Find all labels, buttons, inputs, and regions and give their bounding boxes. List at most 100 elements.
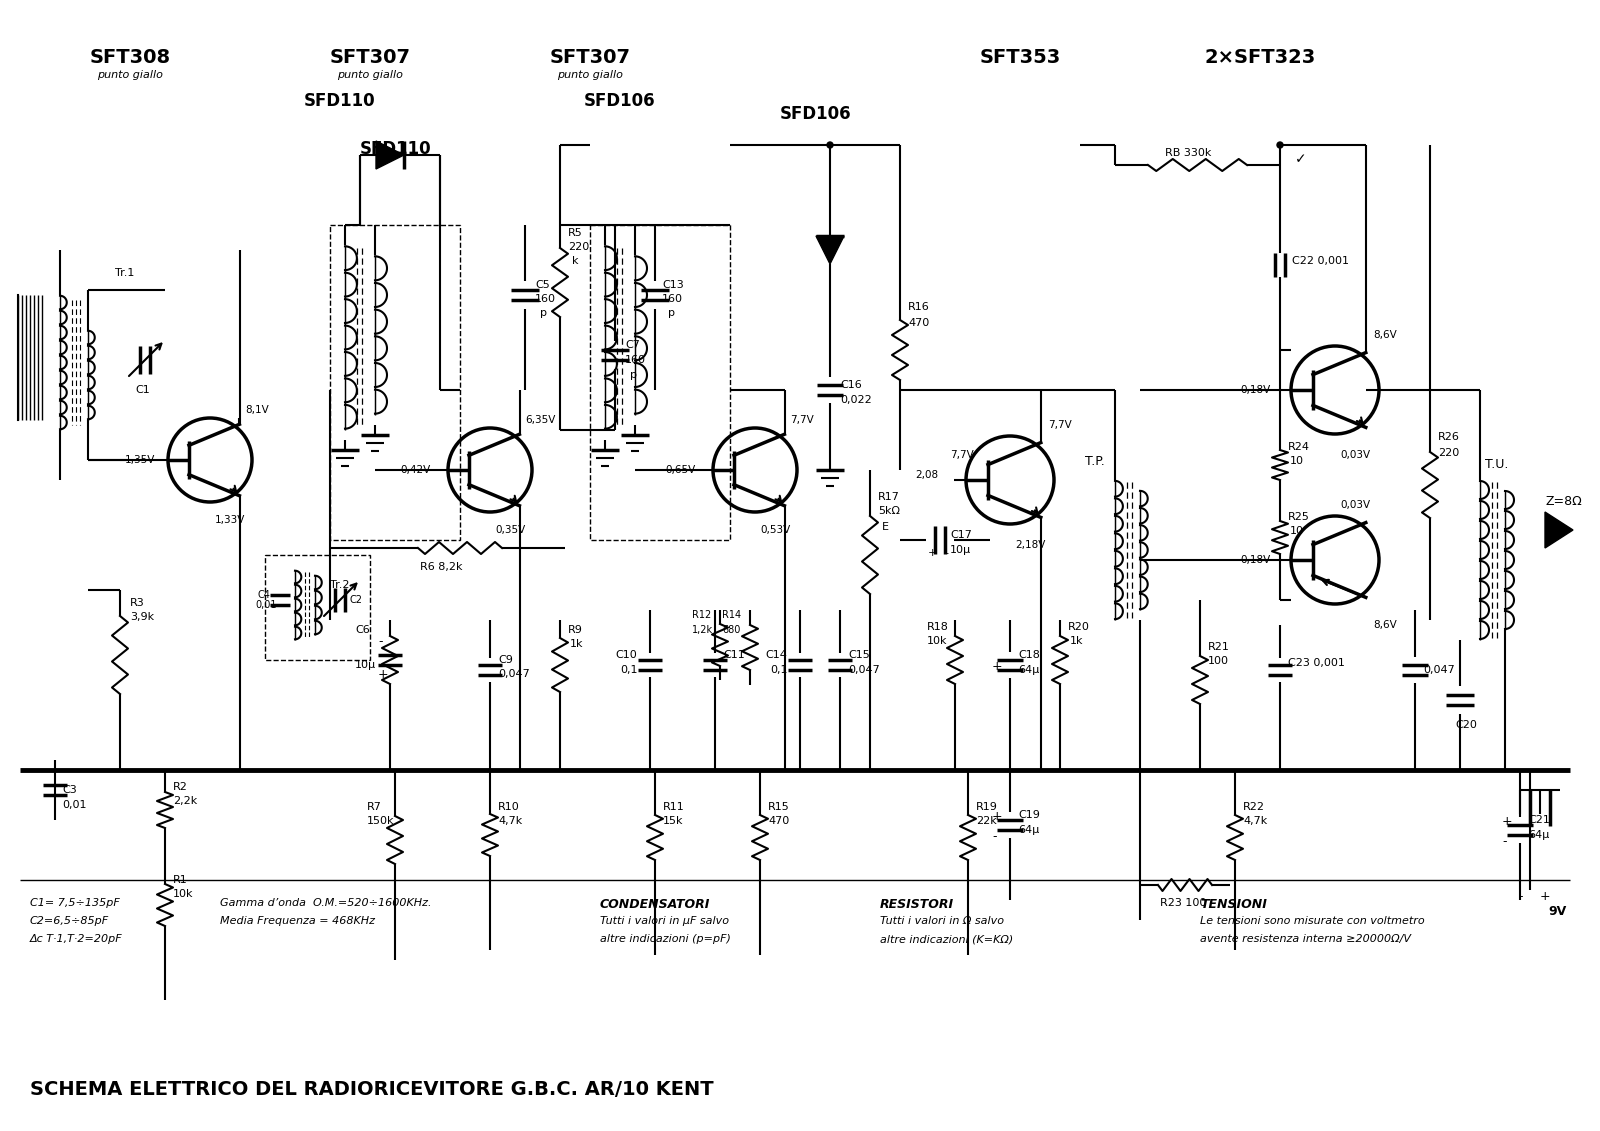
Text: Tutti i valori in Ω salvo: Tutti i valori in Ω salvo <box>880 916 1005 926</box>
Text: 160: 160 <box>534 294 557 304</box>
Text: p: p <box>669 308 675 318</box>
Text: 100: 100 <box>1208 656 1229 666</box>
Text: 3,9k: 3,9k <box>130 612 154 622</box>
Text: 1,35V: 1,35V <box>125 455 155 465</box>
Text: C19: C19 <box>1018 810 1040 820</box>
Text: 0,03V: 0,03V <box>1341 450 1370 460</box>
Text: R19: R19 <box>976 802 998 812</box>
Text: punto giallo: punto giallo <box>98 70 163 80</box>
Bar <box>266 555 370 661</box>
Text: 7,7V: 7,7V <box>1048 420 1072 430</box>
Text: C15: C15 <box>848 650 870 661</box>
Text: 15k: 15k <box>662 815 683 826</box>
Text: ✓: ✓ <box>1294 152 1307 166</box>
Text: SFT307: SFT307 <box>549 48 630 67</box>
Text: C16: C16 <box>840 380 862 390</box>
Text: -: - <box>944 549 947 558</box>
Text: SFT307: SFT307 <box>330 48 411 67</box>
Text: 64μ: 64μ <box>1018 824 1040 835</box>
Text: +: + <box>378 668 389 681</box>
Text: 0,65V: 0,65V <box>666 465 696 475</box>
Text: Gamma d’onda  O.M.=520÷1600KHz.: Gamma d’onda O.M.=520÷1600KHz. <box>221 898 432 908</box>
Text: R25: R25 <box>1288 512 1310 523</box>
Text: 0,01: 0,01 <box>254 601 277 610</box>
Text: R15: R15 <box>768 802 790 812</box>
Text: Media Frequenza = 468KHz: Media Frequenza = 468KHz <box>221 916 374 926</box>
Text: p: p <box>541 308 547 318</box>
Polygon shape <box>1546 512 1573 549</box>
Text: 2,2k: 2,2k <box>173 796 197 806</box>
Text: R9: R9 <box>568 625 582 634</box>
Circle shape <box>827 143 834 148</box>
Text: 0,047: 0,047 <box>1422 665 1454 675</box>
Text: +: + <box>1502 815 1512 828</box>
Text: Tutti i valori in μF salvo: Tutti i valori in μF salvo <box>600 916 730 926</box>
Text: 4,7k: 4,7k <box>1243 815 1267 826</box>
Text: 6,35V: 6,35V <box>525 415 555 425</box>
Text: 470: 470 <box>768 815 789 826</box>
Text: 2,08: 2,08 <box>915 470 938 480</box>
Text: -: - <box>992 830 997 843</box>
Text: C3: C3 <box>62 785 77 795</box>
Text: 0,022: 0,022 <box>840 395 872 405</box>
Text: R12: R12 <box>691 610 712 620</box>
Text: 150k: 150k <box>366 815 395 826</box>
Text: T.P.: T.P. <box>1085 455 1104 468</box>
Text: C1: C1 <box>134 385 150 395</box>
Text: Le tensioni sono misurate con voltmetro: Le tensioni sono misurate con voltmetro <box>1200 916 1424 926</box>
Text: R14: R14 <box>722 610 741 620</box>
Text: avente resistenza interna ≥20000Ω/V: avente resistenza interna ≥20000Ω/V <box>1200 934 1411 944</box>
Text: C17: C17 <box>950 530 971 539</box>
Text: 8,6V: 8,6V <box>1373 620 1397 630</box>
Text: punto giallo: punto giallo <box>557 70 622 80</box>
Text: C23 0,001: C23 0,001 <box>1288 658 1346 668</box>
Polygon shape <box>376 141 403 169</box>
Text: 64μ: 64μ <box>1018 665 1040 675</box>
Text: CONDENSATORI: CONDENSATORI <box>600 898 710 910</box>
Text: Tr.2: Tr.2 <box>330 580 349 590</box>
Text: C2=6,5÷85pF: C2=6,5÷85pF <box>30 916 109 926</box>
Bar <box>330 225 461 539</box>
Text: 10: 10 <box>1290 526 1304 536</box>
Text: C6: C6 <box>355 625 370 634</box>
Text: 10μ: 10μ <box>950 545 971 555</box>
Text: 0,01: 0,01 <box>62 800 86 810</box>
Text: R10: R10 <box>498 802 520 812</box>
Text: R6 8,2k: R6 8,2k <box>419 562 462 572</box>
Text: +: + <box>992 661 1003 673</box>
Text: SFD106: SFD106 <box>781 105 851 123</box>
Text: C1= 7,5÷135pF: C1= 7,5÷135pF <box>30 898 120 908</box>
Text: 9V: 9V <box>1549 905 1566 918</box>
Text: 680: 680 <box>722 625 741 634</box>
Text: -: - <box>378 634 382 648</box>
Text: SFT353: SFT353 <box>979 48 1061 67</box>
Text: 7,7V: 7,7V <box>790 415 814 425</box>
Text: SFD110: SFD110 <box>304 92 376 110</box>
Text: 470: 470 <box>909 318 930 328</box>
Text: Tr.1: Tr.1 <box>115 268 134 278</box>
Text: R24: R24 <box>1288 442 1310 452</box>
Text: +: + <box>992 810 1003 823</box>
Text: RESISTORI: RESISTORI <box>880 898 954 910</box>
Text: altre indicazioni (p=pF): altre indicazioni (p=pF) <box>600 934 731 944</box>
Text: 0,53V: 0,53V <box>760 525 790 535</box>
Text: SFT308: SFT308 <box>90 48 171 67</box>
Text: 2,18V: 2,18V <box>1014 539 1045 550</box>
Text: R2: R2 <box>173 782 187 792</box>
Text: 0,047: 0,047 <box>848 665 880 675</box>
Text: SCHEMA ELETTRICO DEL RADIORICEVITORE G.B.C. AR/10 KENT: SCHEMA ELETTRICO DEL RADIORICEVITORE G.B… <box>30 1080 714 1099</box>
Polygon shape <box>816 236 845 264</box>
Text: Δc T·1,T·2=20pF: Δc T·1,T·2=20pF <box>30 934 123 944</box>
Text: E: E <box>882 523 890 532</box>
Text: 0,1: 0,1 <box>770 665 787 675</box>
Text: R22: R22 <box>1243 802 1266 812</box>
Text: 220: 220 <box>568 242 589 252</box>
Text: C14: C14 <box>765 650 787 661</box>
Text: C11: C11 <box>723 650 744 661</box>
Text: R1: R1 <box>173 875 187 884</box>
Text: 0,18V: 0,18V <box>1240 555 1270 566</box>
Text: 220: 220 <box>1438 448 1459 458</box>
Text: R11: R11 <box>662 802 685 812</box>
Text: 5kΩ: 5kΩ <box>878 506 899 516</box>
Text: R20: R20 <box>1069 622 1090 632</box>
